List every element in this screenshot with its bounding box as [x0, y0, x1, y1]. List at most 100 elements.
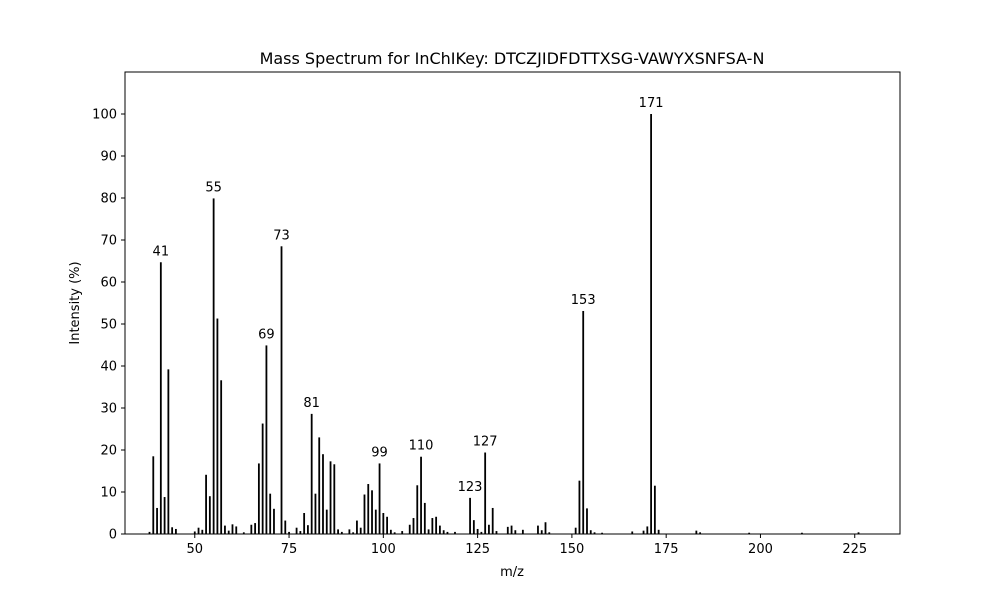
peak-bar-114	[435, 516, 438, 534]
peak-bar-38	[148, 531, 151, 534]
peak-bar-58	[224, 525, 226, 534]
peak-bar-59	[227, 530, 230, 534]
peak-label-41: 41	[153, 244, 170, 259]
peak-bar-113	[431, 518, 434, 534]
peak-label-171: 171	[639, 96, 664, 111]
peak-bar-143	[544, 522, 547, 534]
peak-bar-92	[352, 532, 355, 534]
peak-bar-77	[295, 527, 298, 534]
peak-label-55: 55	[205, 180, 222, 195]
y-tick-label-70: 70	[100, 234, 117, 249]
peak-bar-169	[642, 530, 645, 534]
peak-label-99: 99	[371, 445, 388, 460]
peak-bar-82	[314, 493, 317, 534]
peak-bar-155	[589, 530, 592, 534]
peak-bar-68	[261, 423, 264, 534]
peak-bar-97	[371, 490, 373, 534]
peak-bar-87	[333, 464, 336, 534]
x-tick-label-125: 125	[465, 542, 490, 557]
x-tick-label-175: 175	[654, 542, 679, 557]
x-tick-label-150: 150	[559, 542, 584, 557]
peak-label-123: 123	[458, 480, 483, 495]
peak-bar-105	[401, 531, 404, 534]
peak-bar-79	[303, 513, 306, 534]
peak-bar-142	[540, 530, 543, 534]
peak-bar-171	[650, 114, 652, 534]
y-tick-label-30: 30	[100, 402, 117, 417]
peak-bar-128	[488, 524, 490, 534]
peak-bar-112	[427, 529, 430, 534]
y-tick-label-20: 20	[100, 444, 117, 459]
y-tick-label-10: 10	[100, 486, 117, 501]
peak-bar-124	[472, 520, 475, 534]
peak-bar-102	[389, 529, 392, 534]
peak-bar-173	[657, 529, 660, 534]
peak-bar-107	[408, 524, 411, 534]
peak-bar-126	[480, 531, 483, 534]
peak-bar-69	[265, 345, 268, 534]
peak-bar-78	[299, 531, 302, 534]
peak-bar-85	[325, 509, 328, 534]
peak-bar-70	[269, 493, 272, 534]
peak-bar-119	[454, 531, 456, 534]
peak-label-73: 73	[273, 228, 290, 243]
peak-bar-52	[201, 529, 204, 534]
peak-bar-81	[310, 413, 313, 534]
x-axis-label: m/z	[500, 565, 524, 580]
peak-bar-57	[220, 380, 223, 534]
x-tick-label-50: 50	[186, 542, 203, 557]
x-tick-label-225: 225	[842, 542, 867, 557]
plot-area-frame	[124, 71, 901, 535]
peak-bar-111	[423, 502, 426, 534]
peak-bar-65	[250, 524, 253, 534]
peak-bar-134	[510, 525, 513, 534]
peak-bar-158	[601, 532, 603, 534]
peak-bar-109	[416, 485, 419, 534]
peak-bar-170	[646, 526, 649, 534]
peak-bar-66	[254, 523, 257, 534]
peak-bar-151	[574, 527, 577, 534]
peak-bar-101	[386, 516, 388, 534]
peak-bar-63	[242, 532, 245, 534]
peak-bar-55	[212, 198, 215, 535]
y-tick-label-40: 40	[100, 360, 117, 375]
peak-bar-133	[506, 526, 509, 534]
peak-bar-40	[156, 507, 158, 534]
x-tick-label-75: 75	[281, 542, 298, 557]
peak-bar-154	[586, 508, 588, 534]
peak-bar-96	[367, 484, 370, 534]
peak-label-153: 153	[571, 293, 596, 308]
peak-bar-51	[197, 527, 200, 534]
peak-bar-39	[152, 456, 155, 534]
peak-bar-50	[193, 531, 196, 534]
peak-bar-184	[699, 532, 702, 534]
peak-bar-42	[163, 497, 166, 534]
y-axis: 0 10 20 30 40 50 60 70 80 90 100	[92, 108, 125, 543]
peak-bar-211	[801, 532, 803, 534]
peak-bar-172	[653, 485, 656, 534]
peak-bar-156	[593, 532, 596, 534]
x-tick-label-200: 200	[748, 542, 773, 557]
peak-bar-108	[412, 518, 415, 534]
peak-bar-98	[374, 509, 377, 534]
peak-bar-80	[307, 525, 309, 534]
peak-bar-93	[356, 520, 358, 534]
peak-bar-117	[446, 531, 449, 534]
y-tick-label-0: 0	[109, 528, 117, 543]
x-axis: 50 75 100 125 150 175 200 225	[186, 534, 867, 557]
peak-bar-99	[378, 463, 381, 534]
peak-bar-152	[578, 480, 581, 534]
peak-bar-73	[280, 246, 283, 535]
y-tick-label-80: 80	[100, 192, 117, 207]
peak-bar-125	[476, 528, 479, 534]
peak-bar-60	[231, 524, 234, 534]
peak-bar-166	[631, 531, 634, 534]
chart-title: Mass Spectrum for InChIKey: DTCZJIDFDTTX…	[260, 49, 765, 68]
peak-bar-61	[235, 526, 238, 534]
y-tick-label-90: 90	[100, 150, 117, 165]
peak-bar-84	[322, 454, 324, 534]
peak-bar-88	[337, 529, 339, 534]
